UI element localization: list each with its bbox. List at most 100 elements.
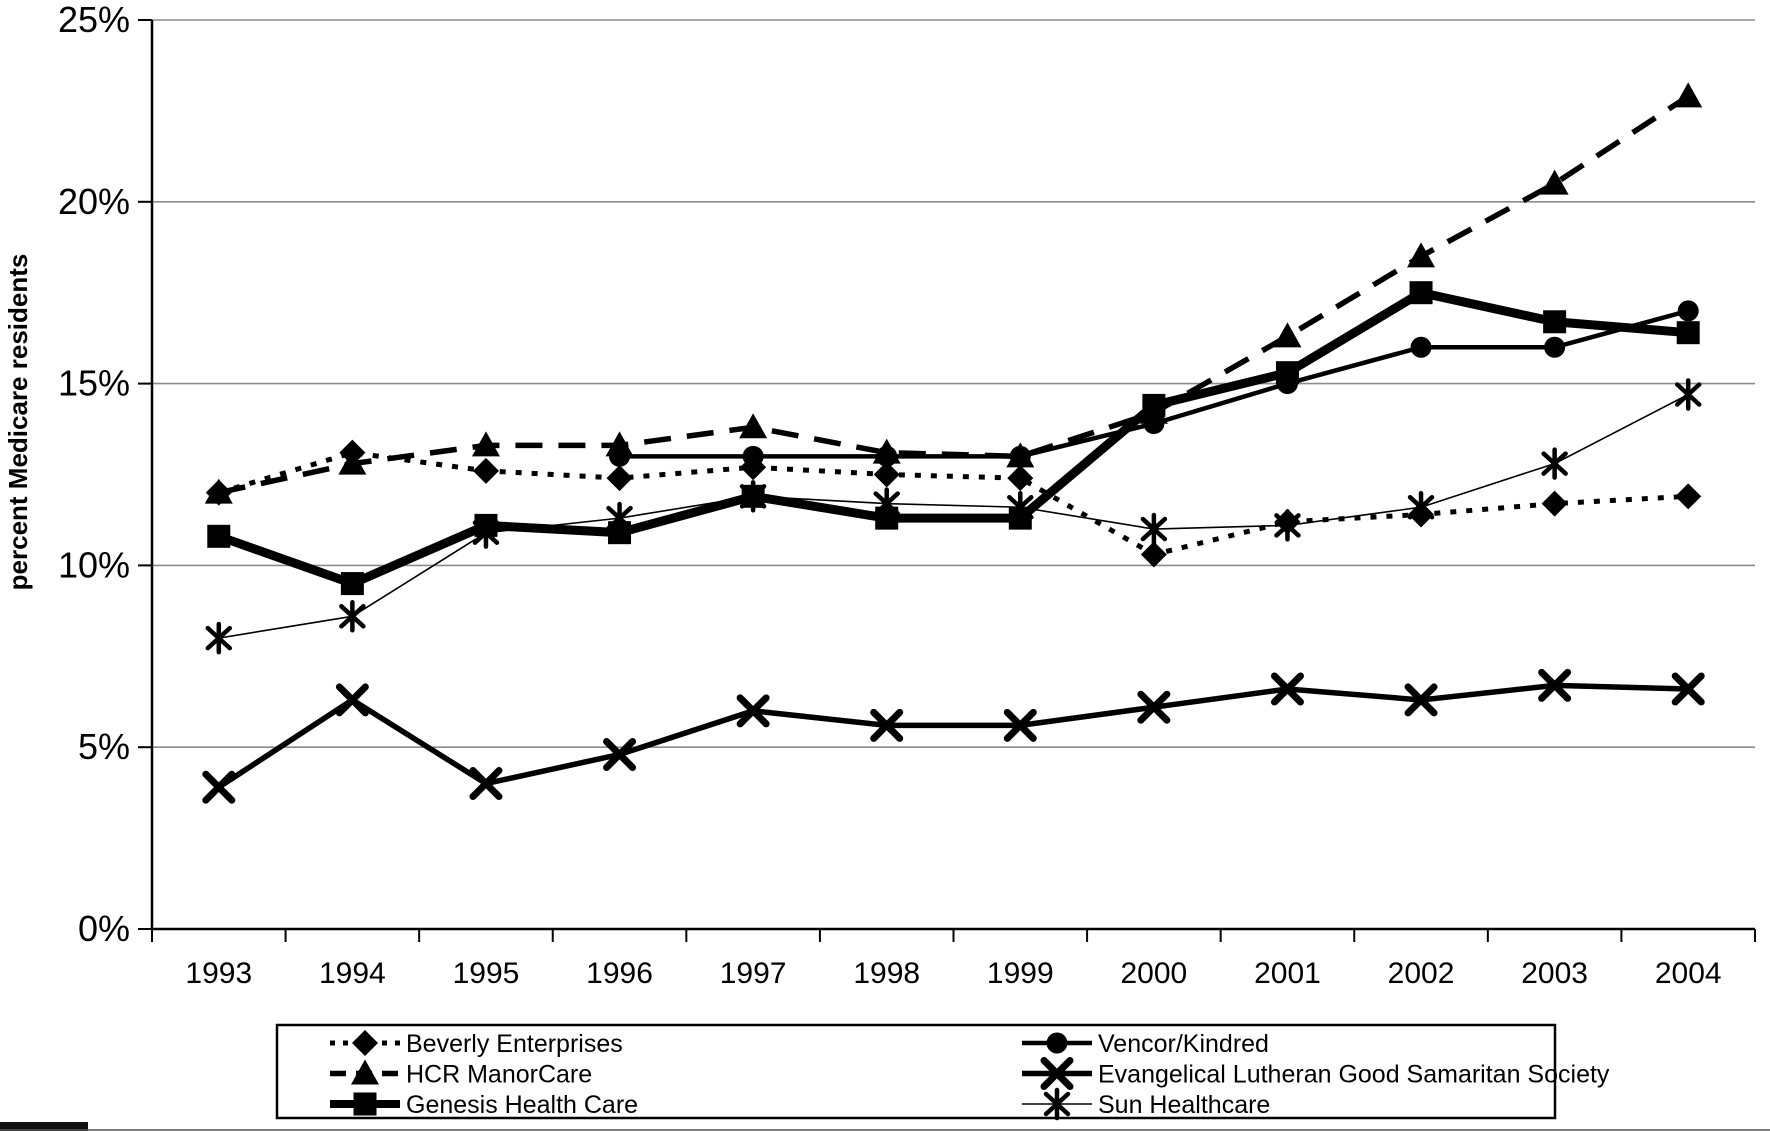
asterisk-marker xyxy=(205,621,233,655)
circle-marker xyxy=(876,445,898,467)
asterisk-marker xyxy=(1674,378,1702,411)
x-tick-label: 1997 xyxy=(720,957,787,990)
diamond-marker xyxy=(873,461,900,488)
triangle-marker xyxy=(1674,82,1703,108)
legend-label: HCR ManorCare xyxy=(406,1061,592,1089)
legend-item-sun-healthcare: Sun Healthcare xyxy=(1022,1087,1270,1121)
x-marker xyxy=(469,767,503,801)
square-marker xyxy=(1676,321,1700,345)
square-marker xyxy=(340,572,364,596)
asterisk-marker xyxy=(1043,1087,1071,1121)
scan-artifacts xyxy=(0,1122,1770,1131)
circle-marker xyxy=(742,445,764,467)
x-marker xyxy=(1671,672,1705,706)
series-sun-healthcare xyxy=(205,378,1702,655)
triangle-marker xyxy=(739,413,768,439)
legend-box xyxy=(275,1023,1557,1120)
x-tick-label: 1996 xyxy=(586,957,653,990)
legend-label: Vencor/Kindred xyxy=(1098,1030,1269,1058)
circle-marker xyxy=(1143,413,1165,435)
circle-marker xyxy=(609,445,631,467)
y-axis-title-group: percent Medicare residents xyxy=(3,254,33,591)
asterisk-marker xyxy=(739,480,767,513)
square-marker xyxy=(1543,310,1567,334)
asterisk-marker xyxy=(1140,512,1168,546)
series-line xyxy=(217,682,1689,790)
triangle-marker xyxy=(1540,169,1569,195)
y-tick-label: 10% xyxy=(58,544,130,585)
x-tick-label: 2002 xyxy=(1388,957,1455,990)
diamond-marker xyxy=(1007,465,1034,492)
legend-label: Evangelical Lutheran Good Samaritan Soci… xyxy=(1098,1061,1610,1089)
bottom-left-black-bar xyxy=(0,1122,88,1131)
diamond-marker xyxy=(1675,483,1702,510)
circle-marker xyxy=(1276,373,1298,395)
gridlines xyxy=(152,19,1755,930)
legend-item-vencor-kindred: Vencor/Kindred xyxy=(1022,1030,1269,1058)
square-marker xyxy=(353,1092,377,1116)
legend-label: Beverly Enterprises xyxy=(406,1030,623,1058)
x-tick-label: 2001 xyxy=(1254,957,1321,990)
x-marker xyxy=(1137,690,1171,724)
legend: Beverly Enterprises HCR ManorCareGenesis … xyxy=(275,1023,1610,1121)
square-marker xyxy=(207,524,231,548)
asterisk-marker xyxy=(1007,490,1034,524)
asterisk-marker xyxy=(339,600,366,633)
x-marker xyxy=(202,770,236,804)
series-genesis-health-care xyxy=(207,281,1700,596)
x-marker xyxy=(1538,668,1572,702)
y-tick-label: 20% xyxy=(58,181,130,222)
triangle-marker xyxy=(351,1059,379,1085)
x-tick-label: 2004 xyxy=(1655,957,1722,990)
square-marker xyxy=(1409,281,1433,305)
circle-marker xyxy=(1009,445,1031,467)
x-marker xyxy=(1040,1057,1074,1090)
x-tick-label: 1998 xyxy=(853,957,920,990)
y-tick-label: 15% xyxy=(58,363,130,404)
x-marker xyxy=(736,694,770,728)
triangle-marker xyxy=(1273,322,1302,348)
x-tick-label: 1999 xyxy=(987,957,1054,990)
x-tick-label: 1994 xyxy=(319,957,386,990)
legend-label: Genesis Health Care xyxy=(406,1091,638,1119)
asterisk-marker xyxy=(873,487,900,520)
series-hcr-manorcare xyxy=(204,82,1703,504)
series-line xyxy=(218,94,1690,496)
circle-marker xyxy=(1046,1032,1068,1054)
asterisk-marker xyxy=(606,501,633,535)
asterisk-marker xyxy=(472,516,500,549)
x-tick-label: 2003 xyxy=(1521,957,1588,990)
diamond-marker xyxy=(1541,490,1568,517)
y-axis-title: percent Medicare residents xyxy=(3,254,33,591)
square-marker xyxy=(1142,393,1166,417)
diamond-marker xyxy=(606,465,633,492)
series-line xyxy=(218,393,1689,639)
x-marker xyxy=(1003,708,1037,742)
x-tick-label: 1995 xyxy=(453,957,520,990)
data-series xyxy=(202,82,1705,804)
diamond-marker xyxy=(352,1030,378,1056)
x-marker xyxy=(870,708,904,742)
circle-marker xyxy=(1544,336,1566,358)
legend-item-evangelical-lutheran-good-samaritan-society: Evangelical Lutheran Good Samaritan Soci… xyxy=(1022,1057,1610,1090)
series-line xyxy=(217,287,1689,589)
y-tick-label: 25% xyxy=(58,0,130,40)
legend-label: Sun Healthcare xyxy=(1098,1091,1270,1119)
x-tick-label: 2000 xyxy=(1121,957,1188,990)
x-tick-label: 1993 xyxy=(185,957,252,990)
y-tick-label: 0% xyxy=(78,908,130,949)
legend-item-beverly-enterprises: Beverly Enterprises xyxy=(330,1030,623,1058)
asterisk-marker xyxy=(1407,490,1435,524)
x-marker xyxy=(603,737,637,771)
triangle-marker xyxy=(338,449,367,475)
series-evangelical-lutheran-good-samaritan-society xyxy=(202,668,1705,804)
series-vencor-kindred xyxy=(609,300,1699,467)
legend-item-hcr-manorcare: HCR ManorCare xyxy=(330,1059,592,1089)
x-marker xyxy=(1404,683,1438,717)
axes: 0% 5% 10% 15% 20% 25% 1993 1994 1995 1996 1997 1998… xyxy=(58,0,1756,990)
diamond-marker xyxy=(472,457,499,484)
series-line xyxy=(218,450,1689,558)
circle-marker xyxy=(1410,336,1432,358)
